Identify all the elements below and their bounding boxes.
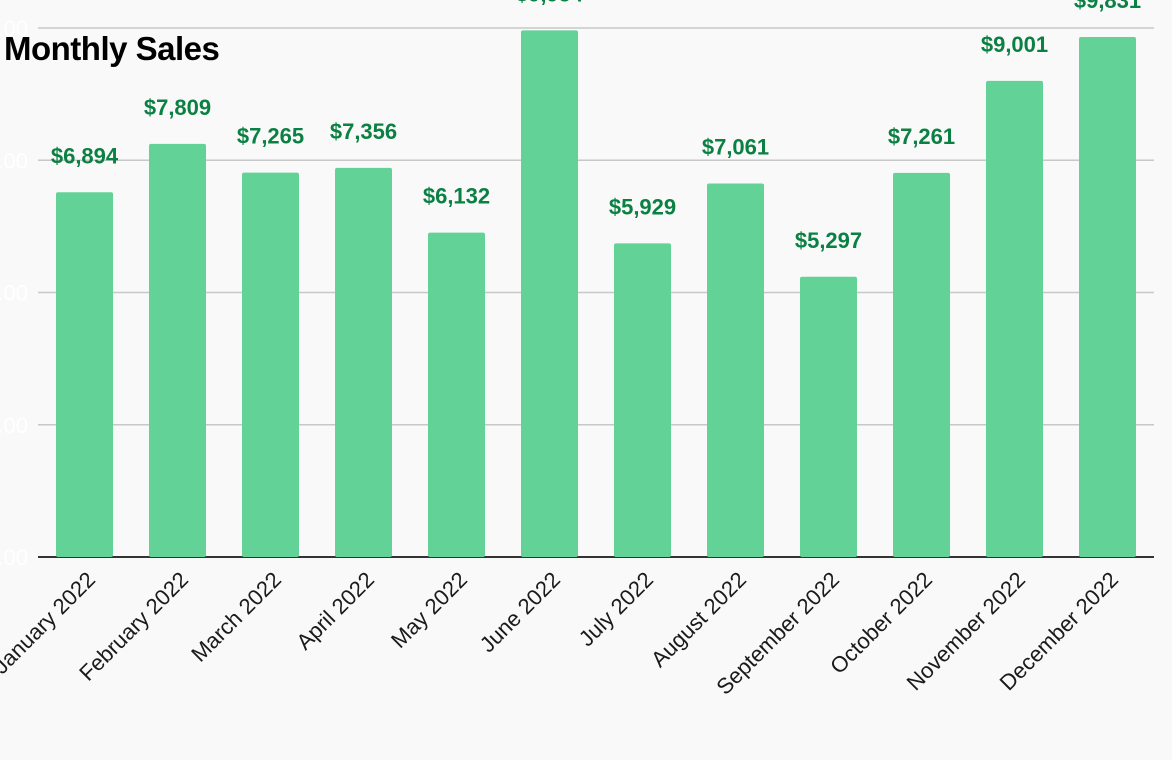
x-tick-label: July 2022 [574,567,658,651]
bar[interactable] [242,172,299,557]
y-tick-label: $10,000.00 [0,16,28,41]
data-label: $7,265 [237,124,304,149]
data-label: $5,297 [795,228,862,253]
bar[interactable] [521,30,578,557]
y-tick-label: $5,000.00 [0,281,28,306]
data-label: $5,929 [609,194,676,219]
gridlines [38,27,1154,558]
data-label: $7,356 [330,119,397,144]
bar[interactable] [56,192,113,557]
data-label: $6,894 [51,143,119,168]
data-label: $7,261 [888,124,955,149]
y-tick-label: $2,500.00 [0,413,28,438]
x-tick-label: April 2022 [291,567,379,655]
data-label: $6,132 [423,184,490,209]
bar[interactable] [1079,36,1136,557]
data-label: $9,954 [516,0,584,6]
bar[interactable] [614,243,671,557]
bar[interactable] [800,276,857,557]
data-label: $7,809 [144,95,211,120]
x-tick-label: March 2022 [186,567,286,667]
data-label: $9,001 [981,32,1048,57]
bar[interactable] [428,232,485,558]
bars [56,30,1136,558]
y-axis-ticks: $0.00 $2,500.00 $5,000.00 $7,500.00 $10,000.… [0,16,28,570]
data-labels: $6,894 $7,809 $7,265 $7,356 $6,132 $9,954 $5,9… [51,0,1141,253]
bar[interactable] [986,80,1043,557]
x-tick-label: May 2022 [386,567,472,653]
bar[interactable] [707,183,764,558]
chart-title: Monthly Sales [4,30,220,67]
x-tick-label: August 2022 [646,567,751,672]
data-label: $7,061 [702,134,769,159]
bar[interactable] [149,143,206,557]
bar[interactable] [893,172,950,557]
data-label: $9,831 [1074,0,1141,13]
y-tick-label: $0.00 [0,545,28,570]
y-tick-label: $7,500.00 [0,148,28,173]
bar[interactable] [335,167,392,557]
x-tick-label: June 2022 [475,567,565,657]
